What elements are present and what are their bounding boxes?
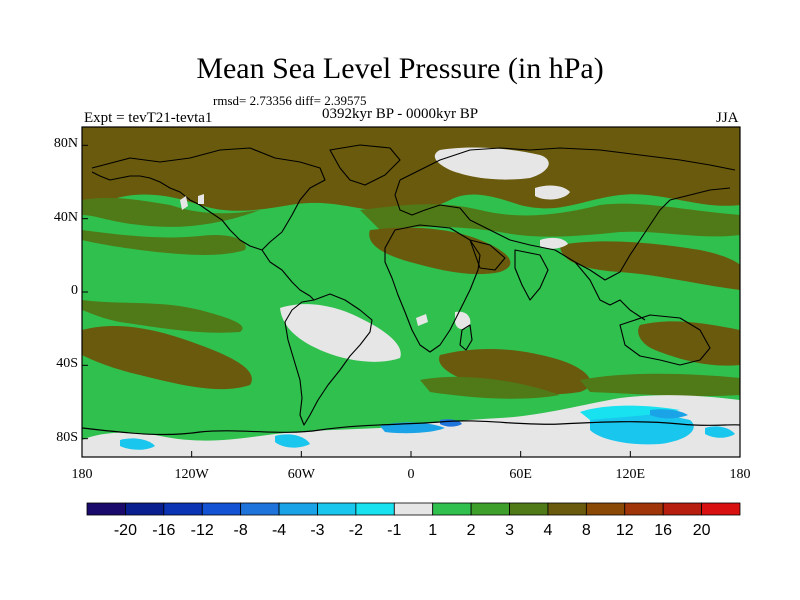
colorbar-level-label: -2 [349, 522, 363, 539]
field-olive-3 [82, 230, 246, 255]
coast-madagascar [459, 324, 473, 351]
field-cyan-6 [650, 409, 688, 419]
season-label: JJA [716, 110, 739, 126]
x-axis [81, 451, 741, 457]
colorbar-swatch [278, 502, 318, 516]
field-cyan-2 [580, 405, 680, 420]
colorbar-swatch [547, 502, 587, 516]
colorbar-swatch [355, 502, 395, 516]
field-olive-5 [420, 376, 560, 399]
y-axis [82, 144, 88, 440]
field-white-2 [535, 185, 570, 200]
field-white-3 [540, 237, 568, 249]
x-tick-label: 60W [287, 467, 315, 482]
field-southern-belt [82, 325, 252, 390]
colorbar-swatch [624, 502, 664, 516]
y-tick-label: 0 [71, 283, 78, 298]
coast-greenland [329, 144, 401, 186]
field-cyan-5 [120, 438, 155, 450]
field-cyan-3 [380, 422, 445, 434]
colorbar-level-label: -4 [272, 522, 286, 539]
colorbar-swatch [509, 502, 549, 516]
field-white-6 [416, 314, 428, 326]
colorbar-swatch [163, 502, 203, 516]
colorbar-level-label: -16 [152, 522, 175, 539]
y-tick-label: 80S [56, 429, 78, 445]
coast-europe-asia [394, 147, 736, 281]
field-cyan-8 [705, 426, 735, 438]
field-olive-1 [82, 197, 260, 227]
coast-india [514, 249, 549, 301]
field-white-7 [180, 196, 188, 210]
colorbar-level-label: -12 [191, 522, 214, 539]
x-tick-label: 120W [174, 467, 209, 482]
x-tick-label: 180 [729, 467, 751, 482]
field-brown-6 [638, 321, 740, 366]
coast-north-america [91, 147, 326, 301]
field-white-4 [280, 304, 401, 362]
colorbar-level-label: 12 [616, 522, 634, 539]
y-tick-label: 80N [53, 136, 78, 152]
colorbar-swatch [317, 502, 357, 516]
x-tick-label: 180 [71, 467, 93, 482]
field-white-arctic [434, 147, 549, 180]
field-olive-2 [360, 203, 740, 237]
coast-south-america [284, 293, 373, 426]
field-cyan-4 [275, 434, 310, 448]
colorbar-level-label: -8 [234, 522, 248, 539]
colorbar-level-label: 2 [467, 522, 476, 539]
colorbar-level-label: 1 [428, 522, 437, 539]
y-tick-label: 40S [56, 356, 78, 372]
colorbar-level-label: 20 [693, 522, 711, 539]
field-white-8 [198, 194, 204, 204]
field-brown-4 [560, 241, 740, 290]
colorbar-level-label: -1 [387, 522, 401, 539]
colorbar-swatch [201, 502, 242, 516]
x-tick-label: 0 [407, 467, 415, 482]
colorbar-swatch [585, 502, 626, 516]
colorbar-swatch [125, 502, 165, 516]
field-olive-4 [82, 300, 243, 333]
field-brown-3 [369, 227, 511, 275]
colorbar-level-label: 4 [543, 522, 552, 539]
colorbar-swatch [432, 502, 472, 516]
chart-title: Mean Sea Level Pressure (in hPa) [196, 52, 604, 85]
stats-label: rmsd= 2.73356 diff= 2.39575 [213, 93, 367, 108]
antarctic-coast [82, 420, 740, 436]
coast-arabia [469, 239, 506, 271]
y-tick-label: 40N [53, 209, 78, 225]
colorbar-swatch [393, 502, 434, 516]
experiment-label: Expt = tevT21-tevta1 [84, 110, 213, 126]
colorbar-level-label: 16 [654, 522, 672, 539]
colorbar-swatch [701, 502, 741, 516]
colorbar-level-label: -20 [114, 522, 137, 539]
colorbar-level-label: 8 [582, 522, 591, 539]
colorbar-swatch [86, 502, 126, 516]
field-olive-6 [580, 373, 740, 397]
x-tick-label: 60E [509, 467, 532, 482]
field-white-5 [455, 311, 471, 330]
colorbar-level-label: -3 [310, 522, 324, 539]
x-tick-label: 120E [615, 467, 646, 482]
coast-southeast-asia [574, 261, 646, 321]
colorbar-level-label: 3 [505, 522, 514, 539]
colorbar-swatch [470, 502, 510, 516]
colorbar-swatch [662, 502, 702, 516]
colorbar-swatch [240, 502, 280, 516]
period-label: 0392kyr BP - 0000kyr BP [322, 106, 479, 122]
coast-australia [619, 314, 711, 366]
